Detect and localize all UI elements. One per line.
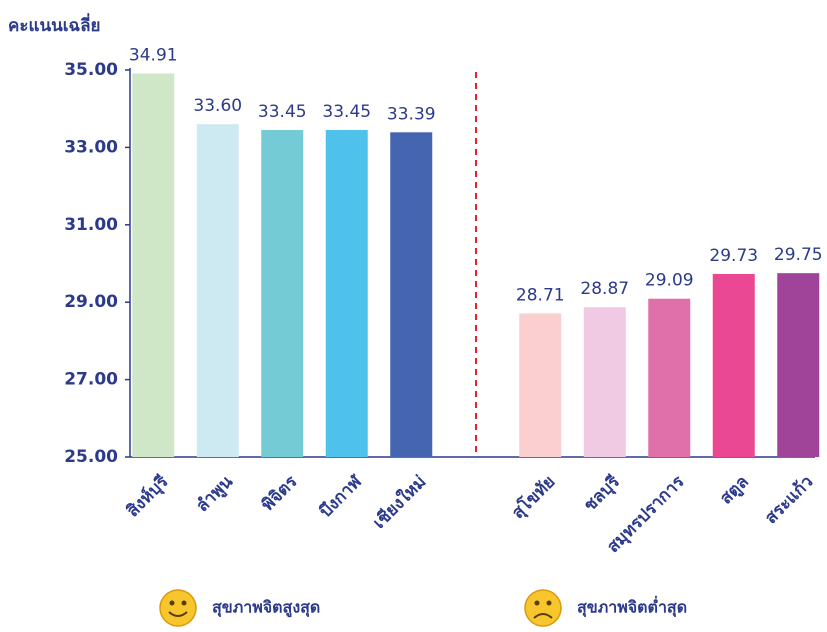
legend-label: สุขภาพจิตสูงสุด xyxy=(212,598,320,619)
value-label: 28.87 xyxy=(580,279,629,299)
value-label: 29.73 xyxy=(709,246,758,266)
x-tick-label: เชียงใหม่ xyxy=(369,471,431,533)
y-tick-label: 27.00 xyxy=(64,370,118,390)
bar xyxy=(325,129,368,458)
x-tick-label: สิงห์บุรี xyxy=(122,471,173,522)
bar xyxy=(390,132,433,457)
legend-label: สุขภาพจิตต่ำสุด xyxy=(577,596,687,618)
x-tick-label: สุโขทัย xyxy=(507,471,559,523)
value-label: 29.09 xyxy=(645,271,694,291)
y-tick-label: 31.00 xyxy=(64,215,118,235)
y-tick-label: 29.00 xyxy=(64,292,118,312)
value-label: 28.71 xyxy=(516,285,565,305)
y-tick-label: 35.00 xyxy=(64,60,118,80)
value-label: 29.75 xyxy=(774,245,823,265)
x-tick-label: พิจิตร xyxy=(258,471,302,515)
x-tick-label: ชลบุรี xyxy=(579,471,624,516)
value-label: 33.45 xyxy=(258,102,307,122)
value-label: 33.39 xyxy=(387,104,436,124)
value-label: 34.91 xyxy=(129,45,178,65)
bar xyxy=(261,129,304,458)
smile-icon xyxy=(159,589,197,627)
value-label: 33.60 xyxy=(193,96,242,116)
bar xyxy=(712,273,755,457)
bar xyxy=(777,273,820,457)
bar xyxy=(519,313,562,457)
sad-icon xyxy=(524,589,562,627)
value-label: 33.45 xyxy=(322,102,371,122)
bar xyxy=(196,124,239,458)
bar xyxy=(648,298,691,457)
y-tick-label: 33.00 xyxy=(64,137,118,157)
y-tick-label: 25.00 xyxy=(64,447,118,467)
y-axis-label: คะแนนเฉลี่ย xyxy=(8,13,100,36)
bar xyxy=(132,73,175,457)
x-tick-label: สตูล xyxy=(716,472,753,509)
x-tick-label: ลำพูน xyxy=(192,472,237,517)
x-tick-label: บึงกาฬ xyxy=(316,471,367,522)
x-tick-label: สระแก้ว xyxy=(761,472,817,528)
bar xyxy=(583,307,626,457)
